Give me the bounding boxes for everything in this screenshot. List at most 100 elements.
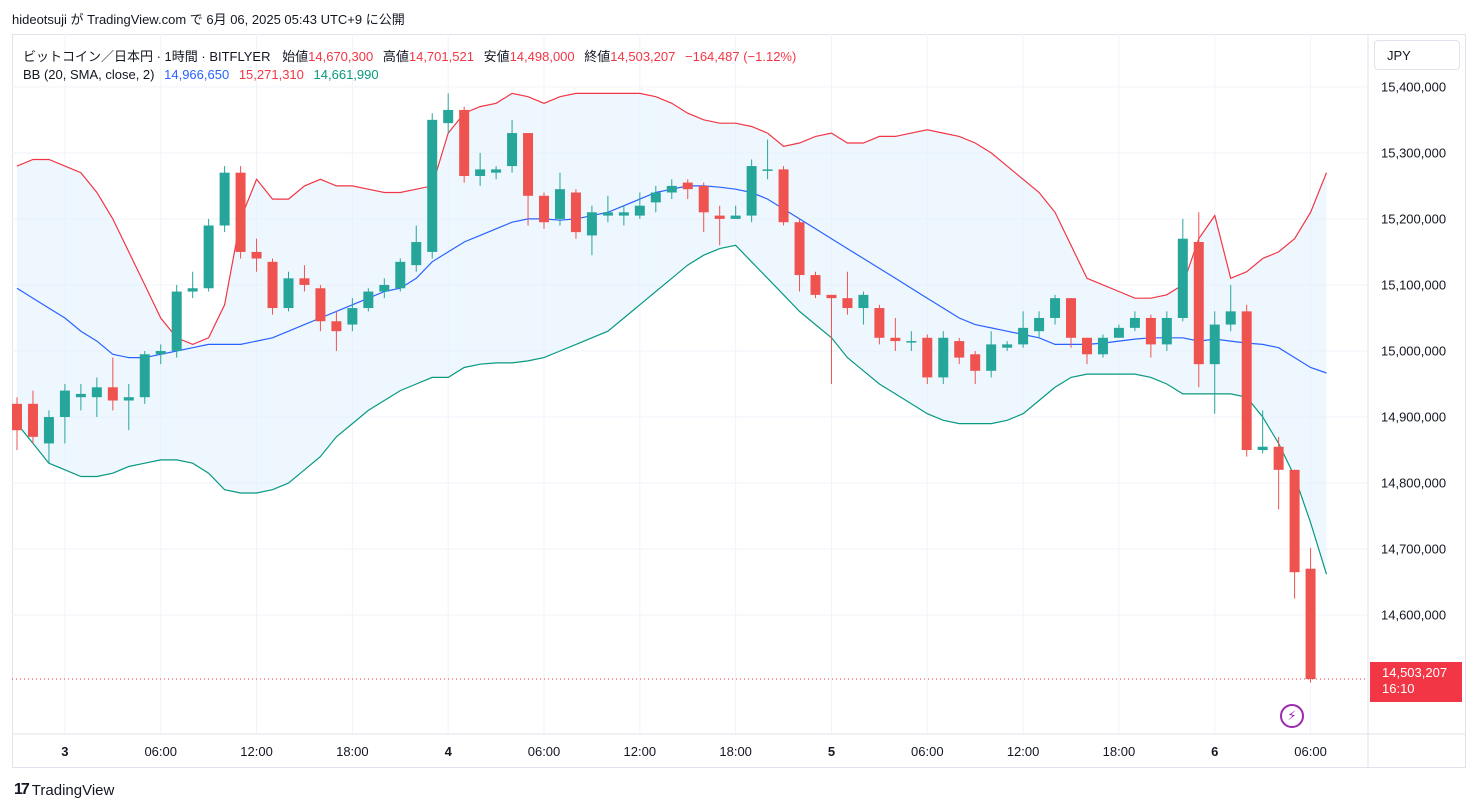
candle-body <box>1097 337 1108 355</box>
candle <box>107 357 118 411</box>
candle <box>1161 311 1172 351</box>
legend-bb-basis: 14,966,650 <box>164 67 230 82</box>
candle <box>602 195 613 223</box>
x-tick-label: 3 <box>61 744 68 759</box>
legend-bb-lower: 14,661,990 <box>313 67 379 82</box>
x-tick-label: 06:00 <box>911 744 944 759</box>
candle <box>1193 212 1204 388</box>
candle-body <box>1113 327 1124 338</box>
candle-body <box>554 189 565 219</box>
candle <box>1177 218 1188 322</box>
candle <box>986 331 997 378</box>
legend-bb-label[interactable]: BB (20, SMA, close, 2) <box>23 67 155 82</box>
candle-body <box>922 337 933 378</box>
y-tick-label: 14,900,000 <box>1381 410 1446 425</box>
candle-body <box>826 294 837 299</box>
candle <box>682 179 693 200</box>
price-axis: 15,400,000 15,300,000 15,200,000 15,100,000… <box>1367 34 1446 768</box>
x-tick-label: 12:00 <box>1007 744 1040 759</box>
candle-body <box>586 212 597 236</box>
candle-body <box>1018 327 1029 345</box>
candle-body <box>155 350 166 355</box>
candle-body <box>459 109 470 176</box>
candle <box>12 397 22 451</box>
candle <box>539 192 550 229</box>
candle <box>1273 436 1284 510</box>
candle <box>1066 298 1077 348</box>
legend-ohlc[interactable]: ビットコイン／日本円 · 1時間 · BITFLYER 始値14,670,300… <box>23 46 796 65</box>
bollinger-band-fill <box>17 93 1327 575</box>
candle-body <box>491 169 502 173</box>
candle-body <box>794 222 805 276</box>
candles <box>12 93 1316 683</box>
candle-body <box>539 195 550 223</box>
y-tick-label: 14,800,000 <box>1381 476 1446 491</box>
candle <box>523 133 534 226</box>
candle <box>27 390 38 444</box>
x-tick-label: 18:00 <box>1103 744 1136 759</box>
candle-body <box>347 308 358 325</box>
x-tick-label: 06:00 <box>528 744 561 759</box>
x-tick-label: 06:00 <box>1294 744 1327 759</box>
candle <box>267 258 278 315</box>
currency-button[interactable]: JPY <box>1374 40 1460 70</box>
candle-body <box>810 275 821 295</box>
candle <box>1289 469 1300 599</box>
candle <box>187 271 198 299</box>
candle <box>219 166 230 233</box>
legend-close-label: 終値 <box>584 49 611 64</box>
candle <box>890 317 901 351</box>
candle <box>1257 410 1268 454</box>
bar-countdown: 16:10 <box>1382 681 1415 696</box>
candle-body <box>27 403 38 437</box>
candle-body <box>203 225 214 289</box>
x-tick-label: 18:00 <box>336 744 369 759</box>
candle <box>139 350 150 404</box>
candle <box>75 384 86 411</box>
candle <box>650 185 661 213</box>
legend-bb[interactable]: BB (20, SMA, close, 2) 14,966,650 15,271… <box>23 67 379 82</box>
candle-body <box>1066 298 1077 338</box>
candle-body <box>395 261 406 289</box>
x-tick-label: 4 <box>445 744 453 759</box>
candle-body <box>650 192 661 203</box>
candle-body <box>171 291 182 351</box>
tradingview-logo[interactable]: 17 TradingView <box>14 781 114 799</box>
candle <box>1129 311 1140 332</box>
candle-body <box>443 109 454 124</box>
candle <box>730 205 741 219</box>
legend-symbol[interactable]: ビットコイン／日本円 · 1時間 · BITFLYER <box>23 49 271 64</box>
candle-body <box>267 261 278 309</box>
candle <box>491 166 502 180</box>
candle <box>1081 337 1092 365</box>
candle-body <box>858 294 869 309</box>
last-price-tag: 14,503,207 16:10 <box>1370 662 1462 702</box>
last-price-value: 14,503,207 <box>1382 665 1448 680</box>
candle <box>1305 548 1316 683</box>
legend-close-value: 14,503,207 <box>610 49 676 64</box>
candle-body <box>283 278 294 309</box>
candle <box>299 265 310 292</box>
candle-body <box>778 169 789 223</box>
candle <box>554 172 565 226</box>
candle-body <box>1145 317 1156 345</box>
candle <box>1113 324 1124 338</box>
candle <box>59 384 70 444</box>
y-tick-label: 14,700,000 <box>1381 542 1446 557</box>
candle-body <box>1193 242 1204 365</box>
candle <box>1097 334 1108 358</box>
candle-body <box>123 397 134 401</box>
candle-body <box>714 215 725 219</box>
chart-panel[interactable] <box>12 34 1466 768</box>
tradingview-logo-text: TradingView <box>31 781 115 799</box>
candle-body <box>315 288 326 322</box>
legend-high-label: 高値 <box>382 49 409 64</box>
candle-body <box>1002 344 1013 348</box>
candle-body <box>363 291 374 309</box>
x-tick-label: 18:00 <box>719 744 752 759</box>
candle <box>1002 341 1013 351</box>
lightning-icon[interactable]: ⚡ <box>1280 704 1304 728</box>
candle <box>634 192 645 219</box>
candle <box>283 271 294 312</box>
